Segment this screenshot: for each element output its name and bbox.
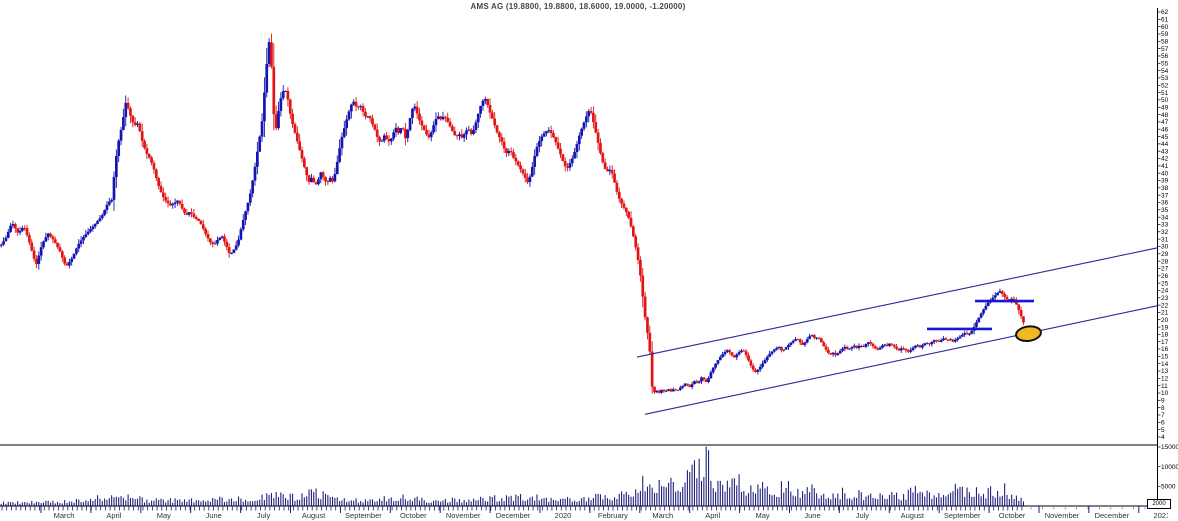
svg-text:15000: 15000 bbox=[1161, 444, 1178, 451]
trendline-lower[interactable] bbox=[644, 305, 1158, 415]
volume-layer bbox=[0, 446, 1024, 506]
svg-text:56: 56 bbox=[1161, 53, 1169, 60]
svg-text:March: March bbox=[652, 511, 673, 520]
svg-text:June: June bbox=[206, 511, 222, 520]
svg-text:November: November bbox=[1045, 511, 1080, 520]
svg-text:November: November bbox=[446, 511, 481, 520]
svg-text:43: 43 bbox=[1161, 148, 1169, 155]
svg-text:37: 37 bbox=[1161, 192, 1169, 199]
svg-text:39: 39 bbox=[1161, 178, 1169, 185]
svg-text:33: 33 bbox=[1161, 222, 1169, 229]
volume-axis-labels: 5000 10000 15000 bbox=[1157, 444, 1178, 491]
svg-text:52: 52 bbox=[1161, 83, 1169, 90]
svg-text:October: October bbox=[999, 511, 1026, 520]
candles-layer bbox=[0, 33, 1025, 394]
svg-text:December: December bbox=[1095, 511, 1130, 520]
svg-text:September: September bbox=[944, 511, 981, 520]
price-axis-labels: 6261605958575655545352515049484746454443… bbox=[1157, 9, 1169, 441]
svg-text:12: 12 bbox=[1161, 376, 1169, 383]
svg-text:August: August bbox=[901, 511, 925, 520]
svg-text:July: July bbox=[257, 511, 271, 520]
svg-text:59: 59 bbox=[1161, 31, 1169, 38]
svg-text:40: 40 bbox=[1161, 170, 1169, 177]
svg-text:47: 47 bbox=[1161, 119, 1169, 126]
svg-text:May: May bbox=[157, 511, 171, 520]
svg-text:7: 7 bbox=[1161, 412, 1165, 419]
svg-text:28: 28 bbox=[1161, 258, 1169, 265]
svg-text:22: 22 bbox=[1161, 302, 1169, 309]
svg-text:August: August bbox=[302, 511, 326, 520]
svg-text:26: 26 bbox=[1161, 273, 1169, 280]
svg-text:36: 36 bbox=[1161, 200, 1169, 207]
svg-text:32: 32 bbox=[1161, 229, 1169, 236]
svg-text:5000: 5000 bbox=[1161, 484, 1176, 491]
x-axis-ticks bbox=[1, 506, 1146, 511]
svg-text:11: 11 bbox=[1161, 383, 1168, 390]
svg-text:62: 62 bbox=[1161, 9, 1169, 16]
svg-text:30: 30 bbox=[1161, 244, 1169, 251]
svg-text:61: 61 bbox=[1161, 17, 1169, 24]
svg-text:41: 41 bbox=[1161, 163, 1169, 170]
svg-text:13: 13 bbox=[1161, 368, 1169, 375]
svg-text:60: 60 bbox=[1161, 24, 1169, 31]
svg-text:September: September bbox=[345, 511, 382, 520]
svg-text:9: 9 bbox=[1161, 398, 1165, 405]
svg-text:21: 21 bbox=[1161, 310, 1169, 317]
svg-text:10000: 10000 bbox=[1161, 464, 1178, 471]
svg-text:5: 5 bbox=[1161, 427, 1165, 434]
svg-text:April: April bbox=[106, 511, 121, 520]
svg-text:31: 31 bbox=[1161, 236, 1169, 243]
svg-text:46: 46 bbox=[1161, 126, 1169, 133]
svg-text:February: February bbox=[598, 511, 628, 520]
svg-text:23: 23 bbox=[1161, 295, 1169, 302]
x-axis-month-labels: March April May June July August September Octo… bbox=[40, 506, 1170, 520]
svg-text:2021: 2021 bbox=[1153, 511, 1170, 520]
last-volume-value-box: 2000 bbox=[1147, 499, 1171, 509]
svg-text:58: 58 bbox=[1161, 39, 1169, 46]
svg-text:8: 8 bbox=[1161, 405, 1165, 412]
highlight-ellipse[interactable] bbox=[1015, 325, 1042, 343]
svg-text:December: December bbox=[496, 511, 531, 520]
svg-text:24: 24 bbox=[1161, 288, 1169, 295]
svg-text:50: 50 bbox=[1161, 97, 1169, 104]
svg-text:25: 25 bbox=[1161, 280, 1169, 287]
svg-text:20: 20 bbox=[1161, 317, 1169, 324]
svg-text:10: 10 bbox=[1161, 390, 1169, 397]
svg-text:49: 49 bbox=[1161, 105, 1169, 112]
svg-text:48: 48 bbox=[1161, 112, 1169, 119]
svg-text:53: 53 bbox=[1161, 75, 1169, 82]
svg-text:19: 19 bbox=[1161, 324, 1169, 331]
svg-text:27: 27 bbox=[1161, 266, 1169, 273]
svg-text:54: 54 bbox=[1161, 68, 1169, 75]
svg-text:29: 29 bbox=[1161, 251, 1169, 258]
svg-text:18: 18 bbox=[1161, 332, 1169, 339]
svg-text:38: 38 bbox=[1161, 185, 1169, 192]
svg-text:44: 44 bbox=[1161, 141, 1169, 148]
trendline-upper[interactable] bbox=[636, 247, 1158, 358]
svg-text:October: October bbox=[400, 511, 427, 520]
svg-text:15: 15 bbox=[1161, 354, 1169, 361]
svg-text:July: July bbox=[856, 511, 870, 520]
svg-text:June: June bbox=[804, 511, 820, 520]
svg-text:May: May bbox=[756, 511, 770, 520]
svg-text:42: 42 bbox=[1161, 156, 1169, 163]
svg-text:April: April bbox=[705, 511, 720, 520]
svg-text:45: 45 bbox=[1161, 134, 1169, 141]
axes-layer bbox=[0, 8, 1158, 508]
svg-text:17: 17 bbox=[1161, 339, 1169, 346]
svg-text:55: 55 bbox=[1161, 61, 1169, 68]
svg-text:16: 16 bbox=[1161, 346, 1169, 353]
svg-text:6: 6 bbox=[1161, 420, 1165, 427]
svg-text:34: 34 bbox=[1161, 214, 1169, 221]
svg-text:51: 51 bbox=[1161, 90, 1169, 97]
svg-text:4: 4 bbox=[1161, 434, 1165, 441]
svg-text:March: March bbox=[54, 511, 75, 520]
svg-text:57: 57 bbox=[1161, 46, 1169, 53]
svg-text:2020: 2020 bbox=[555, 511, 572, 520]
svg-text:35: 35 bbox=[1161, 207, 1169, 214]
chart-title: AMS AG (19.8800, 19.8800, 18.6000, 19.00… bbox=[470, 2, 686, 11]
svg-text:14: 14 bbox=[1161, 361, 1169, 368]
